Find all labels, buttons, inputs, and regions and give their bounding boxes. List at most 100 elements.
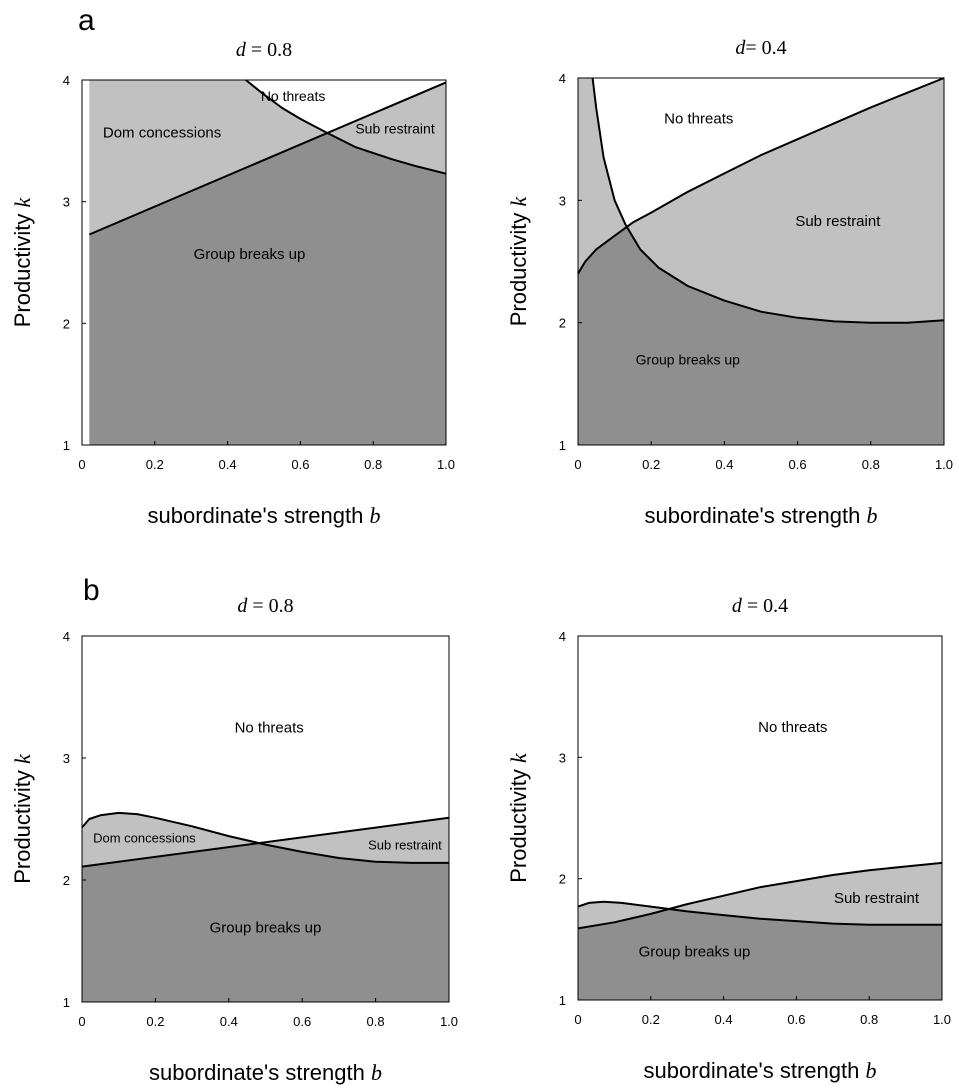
x-tick-label: 1.0 [933,1012,951,1027]
plot-frame [577,77,945,446]
y-tick-label: 1 [63,995,70,1010]
region-label: Sub restraint [368,838,442,853]
plot-frame [81,79,447,446]
region-label: Group breaks up [636,351,740,367]
x-axis-label-variable: b [865,1058,876,1083]
chart-title: d = 0.8 [237,595,293,617]
y-tick-label: 2 [559,316,566,331]
y-tick-label: 3 [63,195,70,210]
y-tick-label: 2 [63,316,70,331]
region-label: Sub restraint [795,213,881,230]
y-tick-label: 2 [63,873,70,888]
y-axis-label-text: Productivity [10,207,35,327]
y-tick-label: 1 [559,438,566,453]
x-tick-label: 0.4 [220,1014,238,1029]
x-tick-label: 0.6 [293,1014,311,1029]
x-tick-label: 0.6 [291,457,309,472]
x-tick-label: 1.0 [440,1014,458,1029]
light-region [578,78,944,323]
x-axis-label-text: subordinate's strength [149,1060,371,1085]
boundary-curve-2 [577,900,942,926]
region-label: No threats [664,110,733,127]
x-axis-label-text: subordinate's strength [644,1058,866,1083]
title-variable: d [732,595,743,617]
x-axis-label: subordinate's strength b [148,503,381,528]
y-tick-label: 3 [559,750,566,765]
panel-letter-a: a [78,4,95,37]
y-tick-label: 1 [63,438,70,453]
light-region [578,862,942,929]
x-tick-label: 0.2 [146,457,164,472]
dark-region [89,133,447,445]
x-tick-label: 0 [574,457,581,472]
x-tick-label: 0.4 [715,1012,733,1027]
x-tick-label: 0.4 [219,457,237,472]
title-variable: d [237,595,248,617]
y-tick-label: 4 [559,629,566,644]
title-value: = 0.8 [247,595,293,617]
chart-title: d = 0.4 [732,595,788,617]
y-tick-label: 4 [63,73,70,88]
y-axis-label: Productivity k [506,195,531,326]
y-axis-label-text: Productivity [10,764,35,884]
y-axis-label-variable: k [10,753,35,764]
x-tick-label: 0.6 [789,457,807,472]
region-label: Group breaks up [210,920,322,937]
chart-title: d = 0.8 [236,39,292,61]
region-label: Group breaks up [639,943,751,960]
x-tick-label: 0.2 [642,1012,660,1027]
title-variable: d [236,39,247,61]
y-axis-label-variable: k [10,196,35,207]
x-tick-label: 0.8 [862,457,880,472]
region-label: Dom concessions [93,830,196,845]
region-label: No threats [235,720,304,737]
dark-region [82,843,449,1002]
region-label: Dom concessions [103,124,221,141]
y-axis-label: Productivity k [10,196,35,327]
boundary-curve-2 [245,79,447,175]
x-tick-label: 0.2 [146,1014,164,1029]
chart-2: 0 0.2 0.4 0.6 0.8 1.0 1 2 3 4 d= 0.4 subordinate's … [506,37,953,528]
x-axis-label-text: subordinate's strength [148,503,370,528]
plot-frame [81,635,450,1003]
region-label: No threats [758,719,827,736]
chart-4: 0 0.2 0.4 0.6 0.8 1.0 1 2 3 4 d = 0.4 subordinate's… [506,595,951,1083]
charts: 0 0.2 0.4 0.6 0.8 1.0 1 2 3 4 d = 0.8 subordinate's… [10,37,953,1085]
plot-frame [577,635,943,1001]
title-value: = 0.8 [246,39,292,61]
x-axis-label-variable: b [369,503,380,528]
y-tick-label: 1 [559,993,566,1008]
x-tick-label: 0.8 [860,1012,878,1027]
title-variable: d [735,37,746,59]
chart-1: 0 0.2 0.4 0.6 0.8 1.0 1 2 3 4 d = 0.8 subordinate's… [10,39,455,528]
y-tick-label: 2 [559,872,566,887]
boundary-curve-1 [88,81,447,236]
boundary-curve-1 [577,77,945,275]
title-value: = 0.4 [742,595,788,617]
y-axis-label-variable: k [506,752,531,763]
x-tick-label: 0 [574,1012,581,1027]
x-tick-label: 0.2 [642,457,660,472]
y-axis-label-variable: k [506,195,531,206]
x-tick-label: 0 [78,457,85,472]
x-tick-label: 0 [78,1014,85,1029]
x-axis-label-variable: b [866,503,877,528]
y-axis-label: Productivity k [10,753,35,884]
x-tick-label: 0.8 [367,1014,385,1029]
y-axis-label-text: Productivity [506,763,531,883]
boundary-curve-2 [81,811,449,864]
chart-title: d= 0.4 [735,37,786,59]
y-tick-label: 3 [559,193,566,208]
x-axis-label: subordinate's strength b [645,503,878,528]
x-tick-label: 0.4 [715,457,733,472]
region-label: Sub restraint [834,890,920,907]
boundary-curve-1 [81,816,450,868]
y-axis-label-text: Productivity [506,206,531,326]
x-axis-label-text: subordinate's strength [645,503,867,528]
chart-3: 0 0.2 0.4 0.6 0.8 1.0 1 2 3 4 d = 0.8 subordinate's… [10,595,458,1085]
y-tick-label: 4 [63,629,70,644]
y-tick-label: 3 [63,751,70,766]
region-label: Group breaks up [194,246,306,263]
x-tick-label: 1.0 [437,457,455,472]
